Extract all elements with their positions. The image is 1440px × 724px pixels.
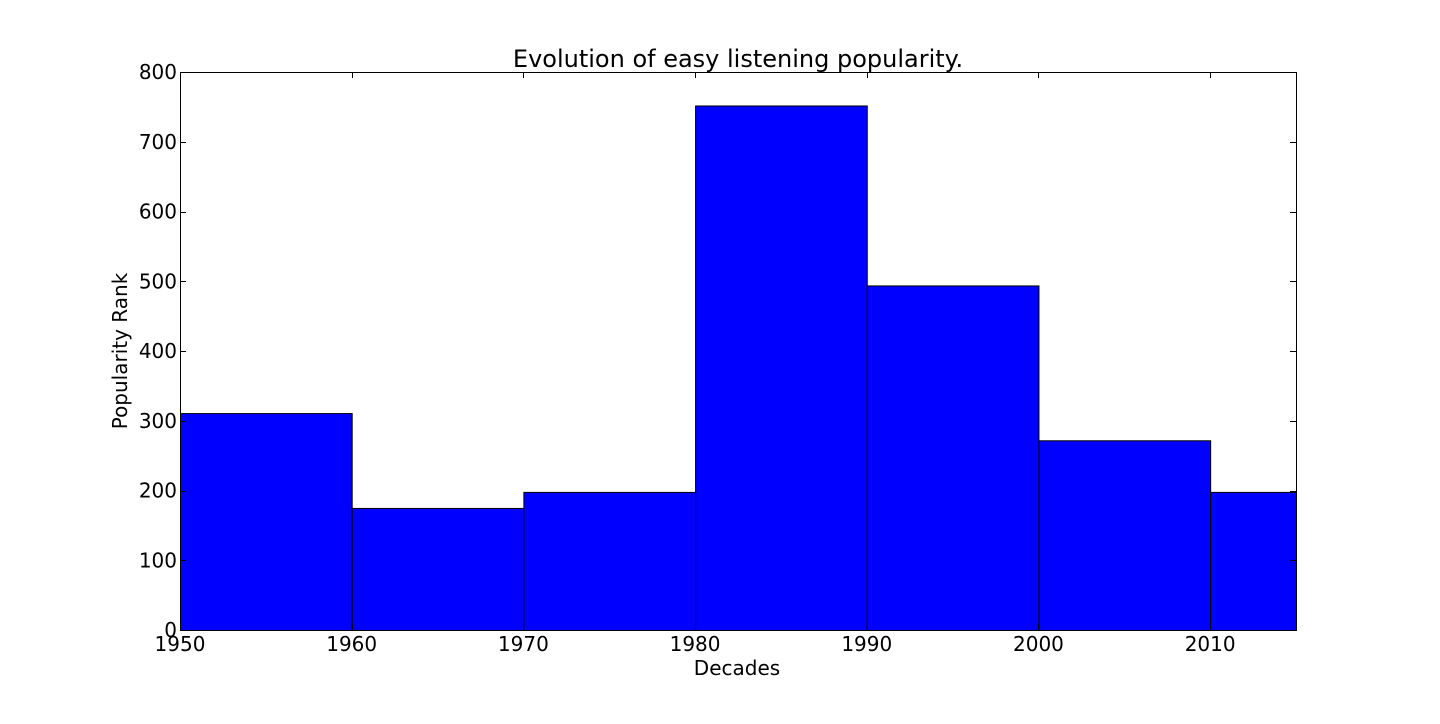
y-tick-label-700: 700	[139, 130, 177, 154]
x-tick-label-2010: 2010	[1185, 632, 1236, 656]
x-tick-label-1950: 1950	[155, 632, 206, 656]
x-tick-label-1980: 1980	[670, 632, 721, 656]
bar-2000	[1038, 440, 1212, 631]
y-tick-labels: 0 100 200 300 400 500 600 700 800	[139, 60, 177, 642]
y-tick-label-400: 400	[139, 339, 177, 363]
x-tick-label-1960: 1960	[326, 632, 377, 656]
y-tick-label-100: 100	[139, 548, 177, 572]
bar-2010	[1210, 491, 1297, 631]
bar-1960	[351, 507, 525, 631]
x-tick-label-2000: 2000	[1013, 632, 1064, 656]
bars-layer	[180, 105, 1297, 632]
x-tick-label-1990: 1990	[841, 632, 892, 656]
y-tick-label-0: 0	[164, 618, 177, 642]
x-axis-label: Decades	[694, 656, 780, 680]
bar-1990	[866, 285, 1040, 631]
plot-frame	[180, 72, 1297, 631]
bar-1980	[695, 105, 868, 632]
chart-title: Evolution of easy listening popularity.	[513, 45, 963, 73]
y-tick-label-500: 500	[139, 269, 177, 293]
bar-1970	[523, 491, 697, 631]
y-tick-label-600: 600	[139, 200, 177, 224]
y-tick-label-200: 200	[139, 479, 177, 503]
x-tick-labels: 1950 1960 1970 1980 1990 2000 2010	[155, 632, 1236, 656]
y-tick-label-300: 300	[139, 409, 177, 433]
x-tick-label-1970: 1970	[498, 632, 549, 656]
y-tick-label-800: 800	[139, 60, 177, 84]
bar-1950	[180, 413, 353, 632]
y-axis-label: Popularity Rank	[108, 272, 132, 429]
